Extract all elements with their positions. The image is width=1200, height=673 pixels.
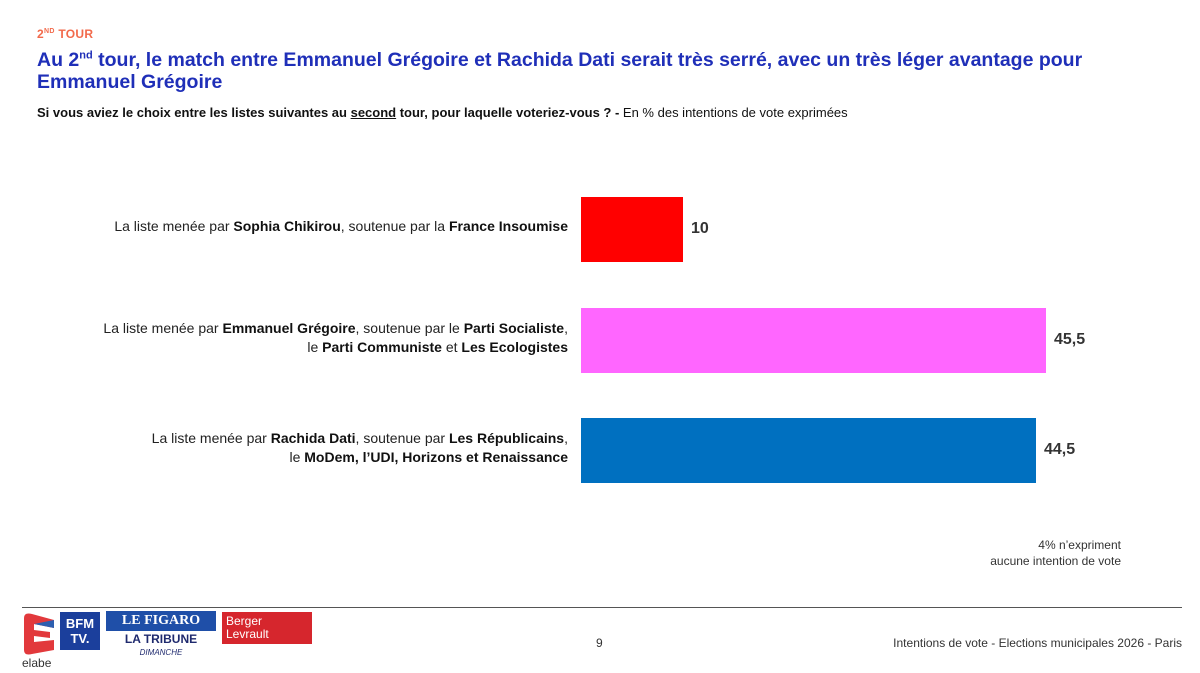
bar-value-label-1: 10 [691,219,709,237]
category-label-1: La liste menée par Sophia Chikirou, sout… [114,218,568,234]
page-title: Au 2nd tour, le match entre Emmanuel Gré… [37,49,1083,93]
note-line-1: 4% n’expriment [1038,538,1121,552]
bar-3 [581,418,1036,483]
note-line-2: aucune intention de vote [990,554,1121,568]
elabe-logo: elabe [22,612,58,670]
category-label-2: La liste menée par Emmanuel Grégoire, so… [103,319,568,355]
berger-levrault-logo: Berger Levrault [222,612,312,644]
page-number: 9 [596,636,603,650]
bar-2 [581,308,1046,373]
bar-value-label-2: 45,5 [1054,330,1086,348]
bar-1 [581,197,683,262]
bfmtv-logo: BFM TV. [60,612,100,650]
footer-caption: Intentions de vote - Elections municipal… [893,636,1182,650]
elabe-wordmark: elabe [22,656,52,670]
bar-value-label-3: 44,5 [1044,440,1076,458]
category-label-3: La liste menée par Rachida Dati, soutenu… [151,429,568,465]
round-tag: 2ND TOUR [37,27,94,41]
le-figaro-logo: LE FIGARO [106,611,216,631]
survey-question: Si vous aviez le choix entre les listes … [37,105,848,120]
footer-divider [22,607,1182,608]
abstention-note: 4% n’expriment aucune intention de vote [990,537,1121,569]
la-tribune-logo: LA TRIBUNE DIMANCHE [124,632,198,658]
elabe-mark-icon [24,613,54,655]
